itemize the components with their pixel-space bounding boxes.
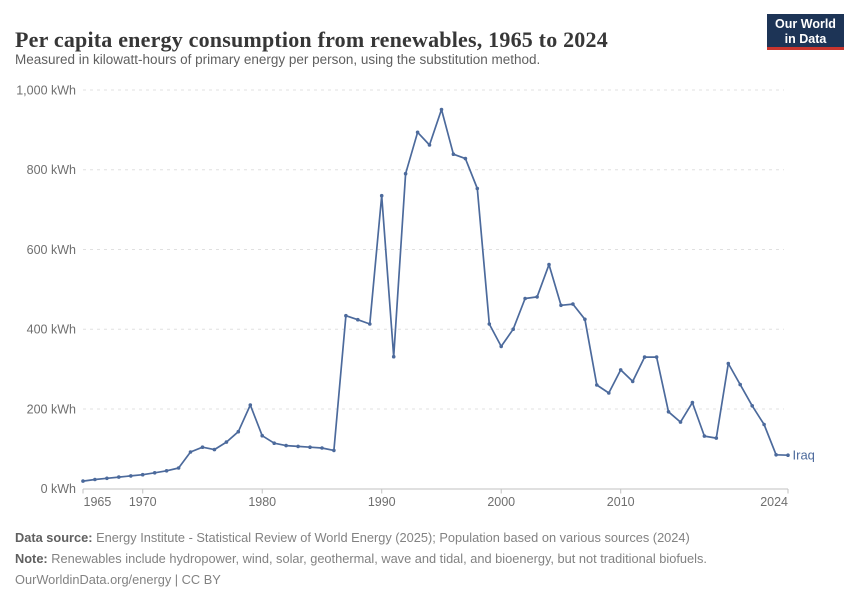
data-point xyxy=(762,422,766,427)
chart-footer: Data source: Energy Institute - Statisti… xyxy=(15,527,707,590)
data-point xyxy=(188,450,193,454)
data-point xyxy=(786,453,790,458)
data-point xyxy=(475,186,480,191)
data-point xyxy=(702,434,707,438)
x-tick-label: 2000 xyxy=(487,495,515,509)
data-point xyxy=(368,322,372,326)
data-point xyxy=(607,391,611,395)
data-point xyxy=(463,156,468,161)
data-point xyxy=(559,303,563,308)
y-tick-label: 1,000 kWh xyxy=(16,84,76,98)
data-point xyxy=(224,440,229,444)
data-point xyxy=(523,296,527,301)
data-point xyxy=(403,171,408,176)
y-tick-label: 200 kWh xyxy=(27,402,76,416)
data-point xyxy=(547,262,551,267)
data-point xyxy=(212,447,217,452)
footer-note-text: Renewables include hydropower, wind, sol… xyxy=(51,551,707,566)
data-point xyxy=(499,344,504,349)
footer-datasource-line: Data source: Energy Institute - Statisti… xyxy=(15,527,707,548)
data-point xyxy=(427,143,432,147)
data-point xyxy=(379,193,384,198)
data-point xyxy=(511,327,515,332)
owid-logo-line2: in Data xyxy=(784,32,827,46)
data-point xyxy=(654,355,659,359)
owid-logo[interactable]: Our World in Data xyxy=(767,14,844,50)
x-tick-label: 2024 xyxy=(760,495,788,509)
footer-link[interactable]: OurWorldinData.org/energy | CC BY xyxy=(15,572,221,587)
data-point xyxy=(129,474,133,478)
data-point xyxy=(200,445,205,450)
y-tick-label: 600 kWh xyxy=(27,243,76,257)
data-point xyxy=(93,477,97,482)
page-title: Per capita energy consumption from renew… xyxy=(15,26,608,52)
data-point xyxy=(618,368,623,372)
data-point xyxy=(750,404,754,408)
data-point xyxy=(332,448,336,453)
data-point xyxy=(117,475,121,479)
data-point xyxy=(344,313,348,318)
line-chart: 0 kWh 200 kWh 400 kWh 600 kWh 800 kWh 1,000 k… xyxy=(16,84,815,510)
x-tick-label: 1965 xyxy=(84,495,112,509)
y-tick-label: 400 kWh xyxy=(27,323,76,337)
data-point xyxy=(236,429,241,434)
x-tick-label: 1970 xyxy=(129,495,157,509)
footer-note-label: Note: xyxy=(15,551,48,566)
data-point xyxy=(248,403,253,407)
data-point xyxy=(738,382,742,387)
data-point xyxy=(571,302,575,306)
y-tick-label: 0 kWh xyxy=(41,482,76,496)
data-point xyxy=(260,433,265,438)
footer-datasource-text: Energy Institute - Statistical Review of… xyxy=(96,530,690,545)
data-point xyxy=(535,295,539,299)
series-label-iraq[interactable]: Iraq xyxy=(793,448,815,463)
data-point xyxy=(439,107,444,112)
y-tick-label: 800 kWh xyxy=(27,163,76,177)
x-tick-label: 1990 xyxy=(368,495,396,509)
data-point xyxy=(176,466,181,470)
data-point xyxy=(284,443,288,448)
data-point xyxy=(583,317,587,322)
chart-subtitle: Measured in kilowatt-hours of primary en… xyxy=(15,52,541,67)
data-point xyxy=(320,446,324,450)
data-point xyxy=(630,379,635,384)
data-point xyxy=(356,317,360,322)
data-point xyxy=(296,444,300,449)
data-point xyxy=(714,436,719,440)
data-point xyxy=(81,479,85,483)
data-point xyxy=(666,410,671,414)
x-tick-label: 1980 xyxy=(248,495,276,509)
data-point xyxy=(391,354,396,359)
data-point xyxy=(678,420,683,424)
data-point xyxy=(690,400,695,405)
footer-note-line: Note: Renewables include hydropower, win… xyxy=(15,548,707,569)
data-point xyxy=(140,472,145,477)
data-point xyxy=(105,476,109,481)
data-point xyxy=(726,361,731,366)
x-tick-label: 2010 xyxy=(607,495,635,509)
footer-datasource-label: Data source: xyxy=(15,530,93,545)
data-point xyxy=(272,441,277,446)
data-point xyxy=(308,445,312,450)
data-point xyxy=(642,355,647,359)
data-point xyxy=(774,453,778,457)
data-point xyxy=(595,383,599,387)
data-point xyxy=(164,469,169,473)
data-point xyxy=(451,152,456,156)
data-point xyxy=(152,471,157,475)
series-line xyxy=(82,108,789,482)
data-point xyxy=(415,130,420,135)
owid-logo-line1: Our World xyxy=(775,17,836,31)
data-point xyxy=(487,322,492,326)
